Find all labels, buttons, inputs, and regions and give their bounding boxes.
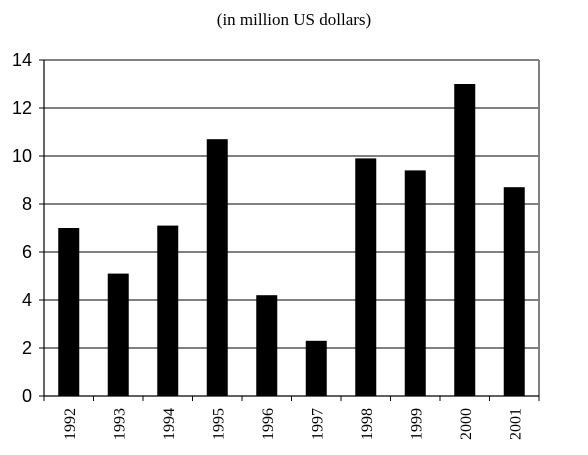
bar-2000 — [454, 84, 476, 396]
bar-1994 — [157, 225, 179, 396]
bar-1996 — [256, 295, 278, 396]
x-tick-label: 1994 — [161, 408, 178, 440]
bar-1995 — [206, 139, 228, 396]
x-tick-label: 1998 — [359, 408, 376, 440]
x-tick-label: 1996 — [260, 408, 277, 440]
bar-1998 — [355, 158, 377, 396]
bar-1993 — [107, 273, 129, 396]
chart-subtitle: (in million US dollars) — [216, 10, 372, 29]
bar-2001 — [503, 187, 525, 396]
y-tick-label: 10 — [12, 146, 32, 166]
y-tick-label: 6 — [22, 242, 32, 262]
x-tick-label: 1999 — [408, 408, 425, 440]
y-tick-label: 14 — [12, 50, 32, 70]
y-tick-label: 12 — [12, 98, 32, 118]
x-tick-label: 2000 — [458, 408, 475, 440]
y-tick-label: 4 — [22, 290, 32, 310]
bar-1997 — [305, 340, 327, 396]
x-tick-label: 1995 — [210, 408, 227, 440]
y-tick-label: 8 — [22, 194, 32, 214]
bar-1992 — [58, 228, 80, 396]
x-tick-label: 1997 — [309, 408, 326, 440]
x-tick-label: 1992 — [62, 408, 79, 440]
y-tick-label: 2 — [22, 338, 32, 358]
bar-1999 — [404, 170, 426, 396]
x-tick-label: 2001 — [507, 408, 524, 440]
x-tick-label: 1993 — [111, 408, 128, 440]
y-tick-label: 0 — [22, 386, 32, 406]
